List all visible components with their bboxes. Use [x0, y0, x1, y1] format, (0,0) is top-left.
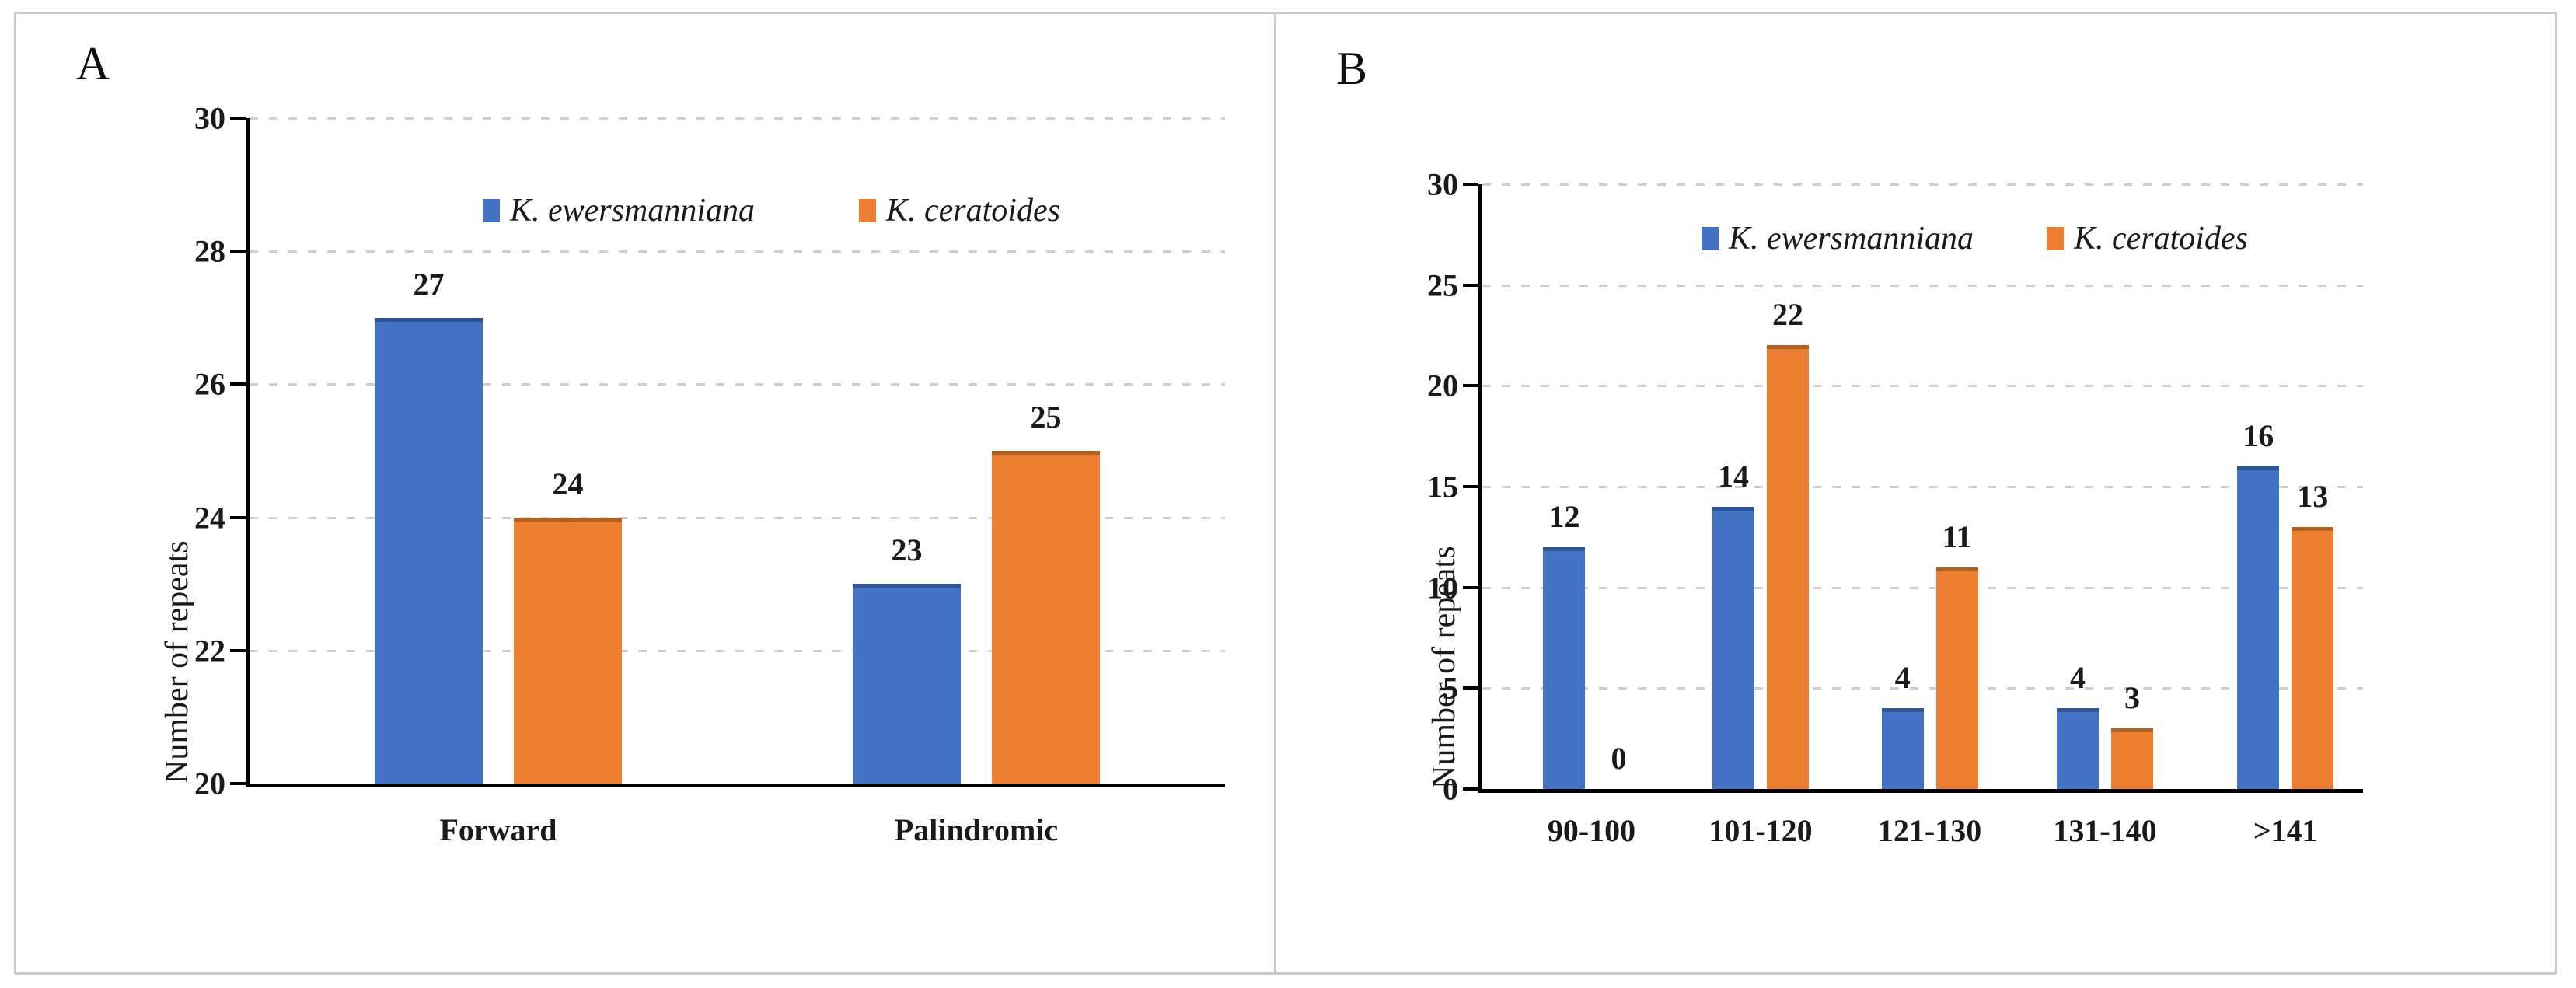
- y-tick-mark: [1463, 485, 1478, 488]
- y-axis-title: Number of repeats: [1426, 546, 1462, 789]
- gridline: [250, 649, 1225, 652]
- bar: [991, 451, 1100, 784]
- y-tick-label: 20: [194, 766, 225, 801]
- y-tick-label: 26: [194, 366, 225, 402]
- bar-value-label: 4: [2070, 660, 2086, 696]
- y-tick-mark: [230, 117, 246, 120]
- bar-value-label: 14: [1718, 458, 1750, 494]
- gridline: [1482, 687, 2363, 690]
- bar: [2057, 708, 2100, 789]
- x-category-label: 90-100: [1547, 813, 1636, 848]
- legend: K. ewersmanniana K. ceratoides: [483, 192, 1060, 229]
- x-category-label: Forward: [439, 812, 557, 847]
- legend-item: K. ceratoides: [2047, 220, 2248, 257]
- y-axis-line: [246, 118, 250, 784]
- bar: [514, 517, 623, 784]
- legend-swatch-orange: [859, 199, 876, 222]
- bar-chart-b: 0 5 10 15 20 25 30 Number of repeats K. ewersman…: [1426, 167, 2363, 848]
- x-category-label: >141: [2253, 813, 2318, 848]
- bar: [2237, 466, 2280, 789]
- y-tick-label: 15: [1427, 469, 1458, 504]
- bar-value-label: 25: [1030, 400, 1062, 435]
- y-axis-line: [1478, 184, 1482, 789]
- y-tick-label: 30: [194, 100, 225, 136]
- y-tick-mark: [1463, 183, 1478, 186]
- x-category-label: Palindromic: [894, 812, 1059, 847]
- bar: [852, 584, 961, 784]
- y-tick-mark: [1463, 686, 1478, 690]
- legend-label: K. ewersmanniana: [1729, 221, 1974, 257]
- gridline: [1482, 385, 2363, 388]
- x-category-label: 131-140: [2053, 813, 2157, 848]
- y-tick-label: 20: [1427, 368, 1458, 403]
- bar-value-label: 4: [1894, 660, 1911, 696]
- y-tick-mark: [1463, 384, 1478, 388]
- y-tick-mark: [230, 250, 246, 253]
- bar-value-label: 12: [1548, 498, 1580, 534]
- gridline: [250, 516, 1225, 519]
- gridline: [250, 117, 1225, 120]
- y-axis-title: Number of repeats: [159, 540, 195, 784]
- panel-a: A 20 22 24 26 28 30 Number of repeats K. ewersm…: [0, 0, 1275, 988]
- legend-swatch-blue: [1702, 227, 1719, 250]
- gridline: [1482, 486, 2363, 488]
- x-category-label: 101-120: [1709, 813, 1813, 848]
- y-tick-mark: [230, 382, 246, 386]
- y-tick-label: 22: [194, 633, 225, 669]
- y-tick-mark: [230, 515, 246, 519]
- panel-b: B 0 5 10 15 20 25 30 Number of repeats K. ewersm…: [1276, 0, 2576, 988]
- y-tick-label: 24: [194, 500, 225, 536]
- y-tick-mark: [1463, 787, 1478, 791]
- legend-label: K. ceratoides: [2074, 221, 2248, 257]
- x-axis-line: [246, 784, 1225, 787]
- gridline: [1482, 284, 2363, 287]
- y-tick-mark: [230, 648, 246, 652]
- y-tick-label: 0: [1443, 771, 1458, 807]
- bar: [1881, 708, 1924, 789]
- legend: K. ewersmanniana K. ceratoides: [1702, 220, 2248, 257]
- legend-label: K. ceratoides: [886, 193, 1060, 229]
- legend-swatch-blue: [483, 199, 500, 222]
- y-tick-label: 28: [194, 233, 225, 269]
- x-axis-line: [1478, 789, 2363, 793]
- legend-item: K. ewersmanniana: [483, 192, 755, 229]
- bar: [1935, 567, 1978, 789]
- y-tick-label: 5: [1443, 670, 1458, 706]
- panel-a-label: A: [76, 38, 110, 89]
- bar-value-label: 16: [2243, 418, 2274, 454]
- y-tick-label: 25: [1427, 267, 1458, 303]
- bar-value-label: 3: [2124, 680, 2141, 716]
- gridline: [1482, 183, 2363, 186]
- y-tick-mark: [1463, 283, 1478, 287]
- bar: [2111, 728, 2154, 789]
- panel-b-label: B: [1336, 43, 1368, 94]
- bar: [1767, 345, 1810, 789]
- bar: [1712, 506, 1755, 789]
- bar-value-label: 22: [1772, 297, 1804, 333]
- bar-value-label: 13: [2297, 478, 2329, 514]
- bar-value-label: 0: [1611, 741, 1627, 776]
- legend-label: K. ewersmanniana: [510, 193, 755, 229]
- bar-value-label: 24: [552, 466, 584, 501]
- bar-value-label: 27: [413, 266, 445, 302]
- gridline: [250, 383, 1225, 386]
- bar: [375, 317, 483, 784]
- y-tick-label: 30: [1427, 166, 1458, 202]
- gridline: [1482, 586, 2363, 589]
- panel-divider: [1274, 12, 1276, 975]
- bar: [1543, 546, 1586, 789]
- y-tick-label: 10: [1427, 570, 1458, 606]
- legend-swatch-orange: [2047, 227, 2064, 250]
- bar-value-label: 23: [891, 532, 923, 568]
- bar-chart-a: 20 22 24 26 28 30 Number of repeats K. ewersman…: [159, 101, 1225, 847]
- bar: [2292, 526, 2334, 789]
- bar-value-label: 11: [1942, 518, 1972, 554]
- y-tick-mark: [230, 782, 246, 785]
- legend-item: K. ewersmanniana: [1702, 220, 1974, 257]
- x-category-label: 121-130: [1877, 813, 1982, 848]
- gridline: [250, 250, 1225, 253]
- legend-item: K. ceratoides: [859, 192, 1060, 229]
- y-tick-mark: [1463, 585, 1478, 589]
